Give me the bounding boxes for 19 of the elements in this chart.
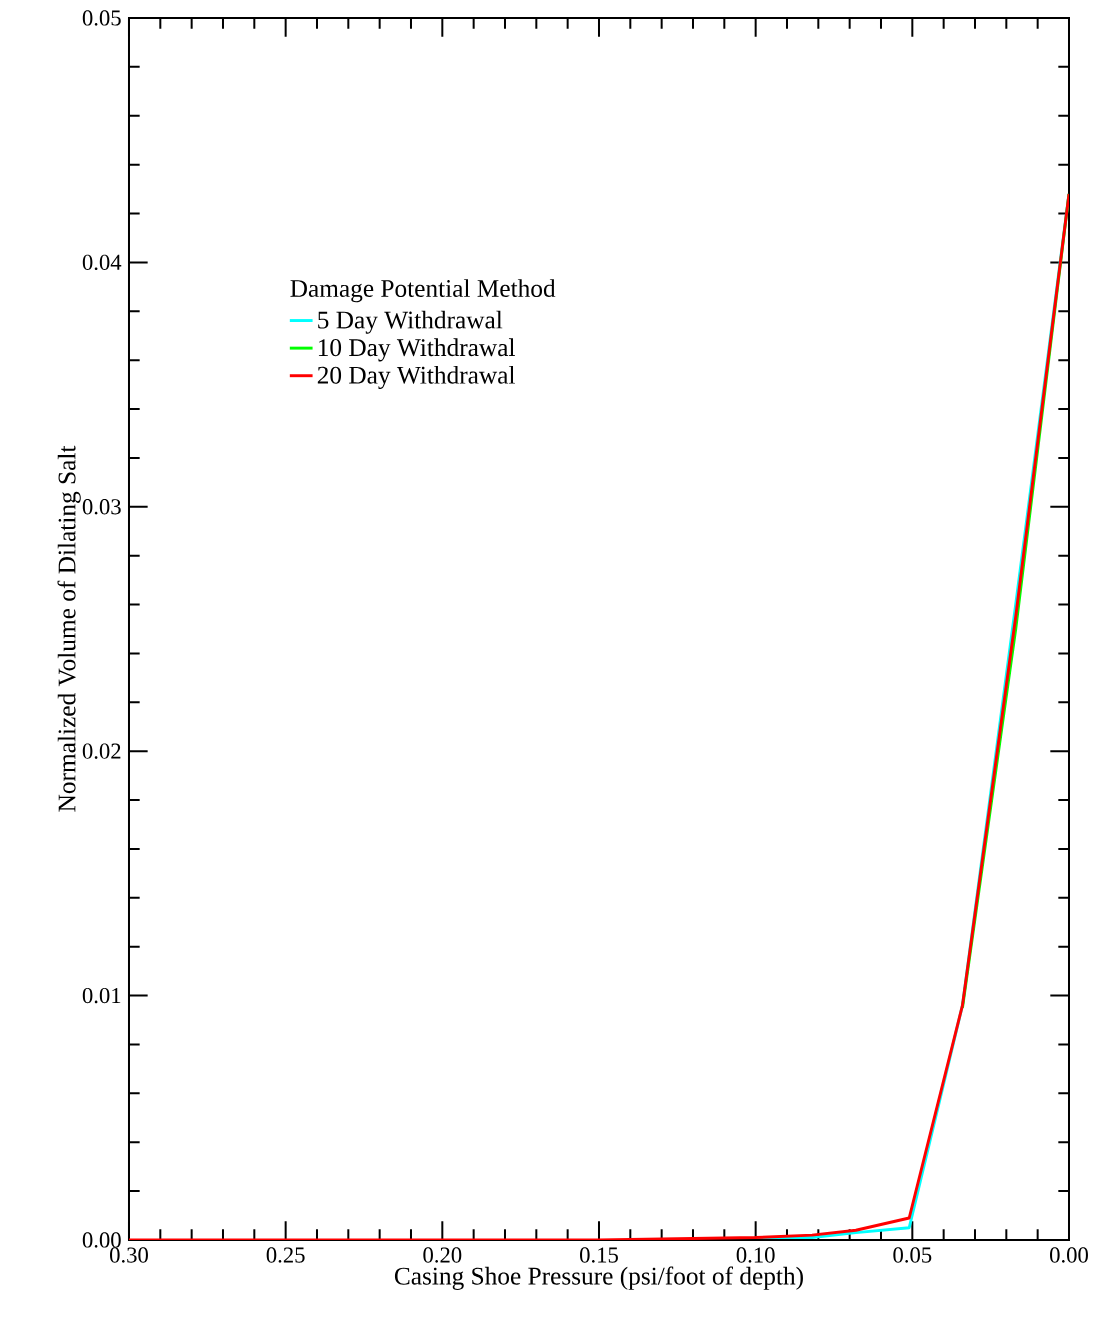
x-tick-label: 0.20 [423,1247,462,1263]
y-tick-label: 0.01 [82,987,121,1004]
x-tick-label: 0.30 [110,1247,148,1263]
y-tick-label: 0.02 [82,743,121,759]
y-tick-label: 0.04 [82,254,122,271]
y-tick-label: 0.00 [82,1232,121,1248]
y-tick-label: 0.05 [82,10,121,26]
legend-title: Damage Potential Method [290,279,556,303]
x-tick-label: 0.10 [736,1247,775,1263]
legend-label: 5 Day Withdrawal [318,310,503,334]
x-tick-label: 0.25 [266,1247,305,1263]
legend-label: 10 Day Withdrawal [318,338,515,362]
y-tick-label: 0.03 [82,499,121,515]
x-tick-label: 0.05 [893,1247,932,1263]
legend-label: 20 Day Withdrawal [317,365,515,389]
y-axis-title: Normalized Volume of Dilating Salt [57,445,81,812]
x-axis-title: Casing Shoe Pressure (psi/foot of depth) [394,1266,803,1290]
x-tick-label: 0.00 [1050,1247,1088,1263]
x-tick-label: 0.15 [580,1247,618,1263]
